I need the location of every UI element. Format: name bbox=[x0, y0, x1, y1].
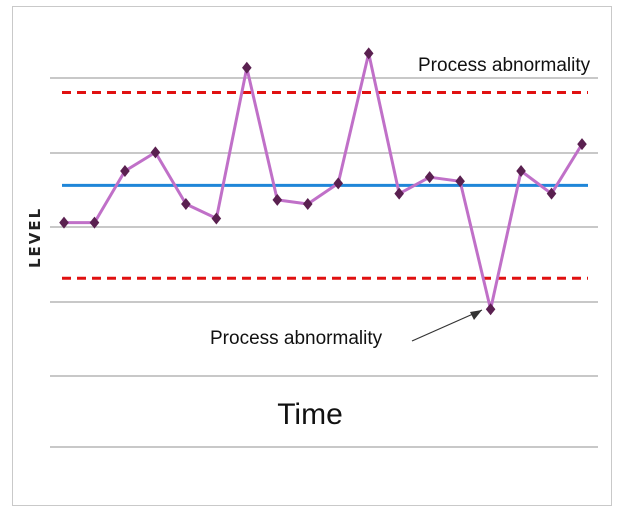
data-point-16 bbox=[516, 164, 526, 177]
y-axis-label: LEVEL bbox=[26, 207, 44, 268]
data-point-3 bbox=[120, 164, 130, 177]
data-point-17 bbox=[546, 187, 557, 200]
annotation-arrow-line bbox=[411, 309, 483, 342]
data-point-7 bbox=[242, 61, 252, 74]
gridlines bbox=[50, 77, 598, 448]
data-point-14 bbox=[455, 175, 465, 188]
annotation-lower: Process abnormality bbox=[210, 328, 383, 349]
data-point-18 bbox=[577, 138, 587, 151]
data-point-4 bbox=[150, 146, 161, 159]
data-points bbox=[59, 47, 587, 316]
data-point-11 bbox=[363, 47, 374, 60]
data-point-13 bbox=[424, 171, 435, 184]
annotation-arrowhead bbox=[470, 310, 482, 320]
x-axis-label: Time bbox=[277, 398, 343, 431]
data-point-2 bbox=[89, 216, 100, 229]
data-point-8 bbox=[272, 193, 283, 206]
data-point-6 bbox=[211, 212, 222, 225]
data-point-10 bbox=[333, 177, 344, 190]
data-point-15 bbox=[485, 303, 496, 316]
data-point-5 bbox=[181, 198, 191, 210]
annotation-upper: Process abnormality bbox=[418, 55, 591, 76]
data-point-1 bbox=[59, 216, 69, 229]
data-point-12 bbox=[394, 187, 404, 200]
data-point-9 bbox=[302, 198, 313, 210]
series-line bbox=[64, 51, 584, 311]
chart-frame bbox=[12, 6, 612, 506]
